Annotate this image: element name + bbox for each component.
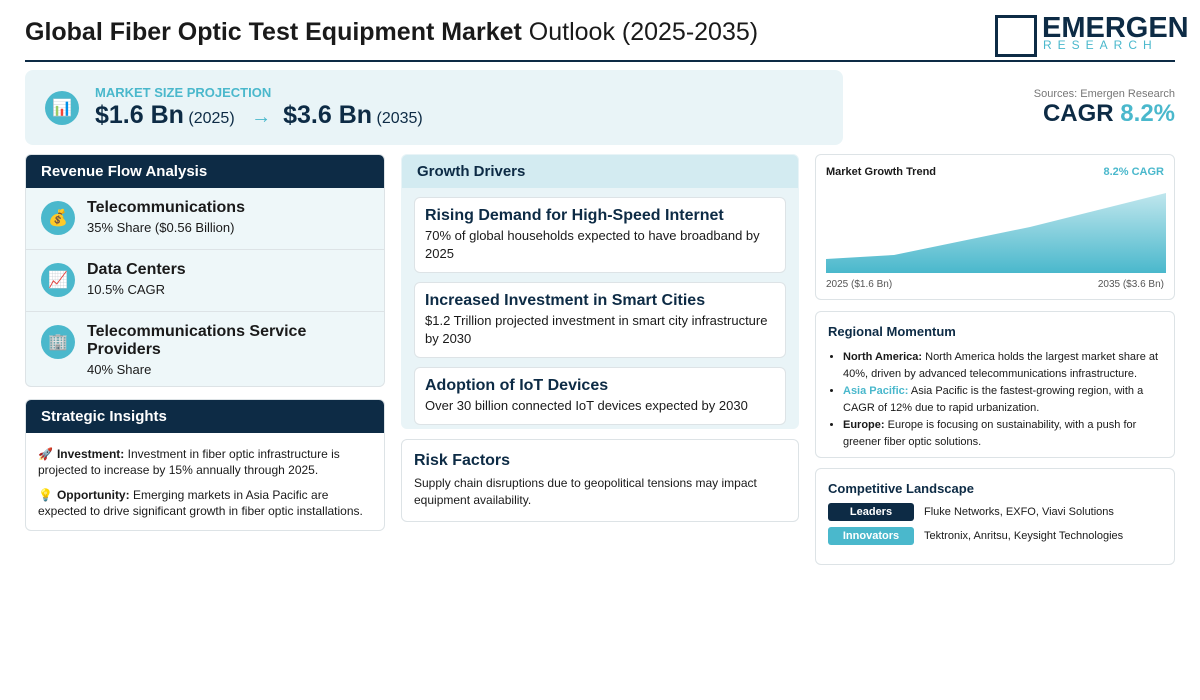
cagr-value: 8.2% xyxy=(1120,100,1175,127)
item-detail: 10.5% CAGR xyxy=(87,282,166,297)
revenue-item: 🏢 Telecommunications Service Providers 40%… xyxy=(26,312,384,377)
revenue-flow: Revenue Flow Analysis 💰 Telecommunication… xyxy=(25,154,385,387)
divider xyxy=(25,60,1175,62)
projection-box: 📊 MARKET SIZE PROJECTION $1.6 Bn (2025) … xyxy=(25,70,843,145)
icon: 🚀 xyxy=(38,447,53,461)
region-text: Europe is focusing on sustainability, wi… xyxy=(843,419,1137,448)
region-name: Asia Pacific: xyxy=(843,385,909,397)
icon: 💰 xyxy=(41,201,75,235)
card-title: Growth Drivers xyxy=(402,155,798,188)
value: $1.6 Bn xyxy=(95,101,184,129)
card-title: Regional Momentum xyxy=(828,324,956,339)
icon: 🏢 xyxy=(41,325,75,359)
driver-text: $1.2 Trillion projected investment in sm… xyxy=(425,313,768,346)
strategic-insights: Strategic Insights 🚀 Investment: Investme… xyxy=(25,399,385,531)
driver-card: Adoption of IoT Devices Over 30 billion c… xyxy=(414,367,786,425)
card-title: Competitive Landscape xyxy=(828,481,974,496)
sources: Sources: Emergen Research xyxy=(1033,88,1175,100)
title-bold: Global Fiber Optic Test Equipment Market xyxy=(25,18,522,46)
icon: 📈 xyxy=(41,263,75,297)
card-title: Revenue Flow Analysis xyxy=(26,155,384,188)
growth-drivers: Growth Drivers Rising Demand for High-Sp… xyxy=(401,154,799,429)
item-name: Telecommunications xyxy=(87,199,245,216)
icon: 💡 xyxy=(38,488,53,502)
item-detail: 40% Share xyxy=(87,362,152,377)
item-name: Data Centers xyxy=(87,261,186,278)
risk-factors: Risk Factors Supply chain disruptions du… xyxy=(401,439,799,522)
market-trend: Market Growth Trend 8.2% CAGR 2025 ($1.6… xyxy=(815,154,1175,300)
card-title: Market Growth Trend xyxy=(826,166,937,178)
cagr: CAGR 8.2% xyxy=(1043,100,1175,128)
companies: Tektronix, Anritsu, Keysight Technologie… xyxy=(924,530,1124,542)
badge: 8.2% CAGR xyxy=(1103,166,1164,178)
region-item: Asia Pacific: Asia Pacific is the fastes… xyxy=(843,383,1162,417)
driver-card: Increased Investment in Smart Cities $1.2… xyxy=(414,282,786,358)
card-title: Strategic Insights xyxy=(26,400,384,433)
end-label: 2035 ($3.6 Bn) xyxy=(1097,279,1164,290)
revenue-item: 📈 Data Centers 10.5% CAGR xyxy=(26,250,384,312)
title-rest: Outlook (2025-2035) xyxy=(528,18,759,46)
value: $3.6 Bn xyxy=(283,101,373,129)
insight: 🚀 Investment: Investment in fiber optic i… xyxy=(38,446,372,478)
insight-label: Investment: xyxy=(56,447,125,461)
landscape-row: Innovators Tektronix, Anritsu, Keysight T… xyxy=(828,527,1162,545)
region-name: North America: xyxy=(843,351,923,363)
driver-title: Rising Demand for High-Speed Internet xyxy=(425,207,724,224)
logo-main: EMERGEN xyxy=(1042,12,1189,44)
arrow: → xyxy=(251,106,272,128)
values: $1.6 Bn (2025) → $3.6 Bn (2035) xyxy=(95,101,423,130)
year: (2035) xyxy=(376,110,423,127)
landscape-row: Leaders Fluke Networks, EXFO, Viavi Solut… xyxy=(828,503,1162,521)
area xyxy=(826,193,1166,273)
label: MARKET SIZE PROJECTION xyxy=(95,85,272,100)
trend-area xyxy=(826,193,1166,273)
revenue-item: 💰 Telecommunications 35% Share ($0.56 Bill… xyxy=(26,188,384,250)
region-text: North America holds the largest market s… xyxy=(843,351,1159,380)
driver-title: Adoption of IoT Devices xyxy=(425,377,609,394)
insight-text: Investment in fiber optic infrastructure… xyxy=(38,447,340,477)
regional-momentum: Regional Momentum North America: North A… xyxy=(815,311,1175,458)
item-name: Telecommunications Service Providers xyxy=(87,323,307,358)
icon: 📊 xyxy=(45,91,79,125)
logo-sub: RESEARCH xyxy=(1043,38,1158,52)
insight: 💡 Opportunity: Emerging markets in Asia P… xyxy=(38,487,372,519)
item-detail: 35% Share ($0.56 Billion) xyxy=(87,220,235,235)
card-title: Risk Factors xyxy=(414,452,511,469)
region-item: Europe: Europe is focusing on sustainabi… xyxy=(843,417,1162,451)
start-label: 2025 ($1.6 Bn) xyxy=(826,279,893,290)
region-item: North America: North America holds the l… xyxy=(843,349,1162,383)
insight-label: Opportunity: xyxy=(56,488,130,502)
tag: Innovators xyxy=(828,527,914,545)
year: (2025) xyxy=(188,110,235,127)
driver-text: Over 30 billion connected IoT devices ex… xyxy=(425,398,748,413)
logo-mark xyxy=(995,15,1037,57)
competitive-landscape: Competitive Landscape Leaders Fluke Netwo… xyxy=(815,468,1175,565)
tag: Leaders xyxy=(828,503,914,521)
driver-card: Rising Demand for High-Speed Internet 70%… xyxy=(414,197,786,273)
driver-title: Increased Investment in Smart Cities xyxy=(425,292,706,309)
text: Supply chain disruptions due to geopolit… xyxy=(414,476,757,507)
companies: Fluke Networks, EXFO, Viavi Solutions xyxy=(924,506,1114,518)
cagr-label: CAGR xyxy=(1042,100,1114,127)
insight-text: Emerging markets in Asia Pacific are exp… xyxy=(38,488,363,518)
region-name: Europe: xyxy=(843,419,885,431)
driver-text: 70% of global households expected to hav… xyxy=(425,228,760,261)
title: Global Fiber Optic Test Equipment Market… xyxy=(25,18,758,47)
region-text: Asia Pacific is the fastest-growing regi… xyxy=(843,385,1144,414)
